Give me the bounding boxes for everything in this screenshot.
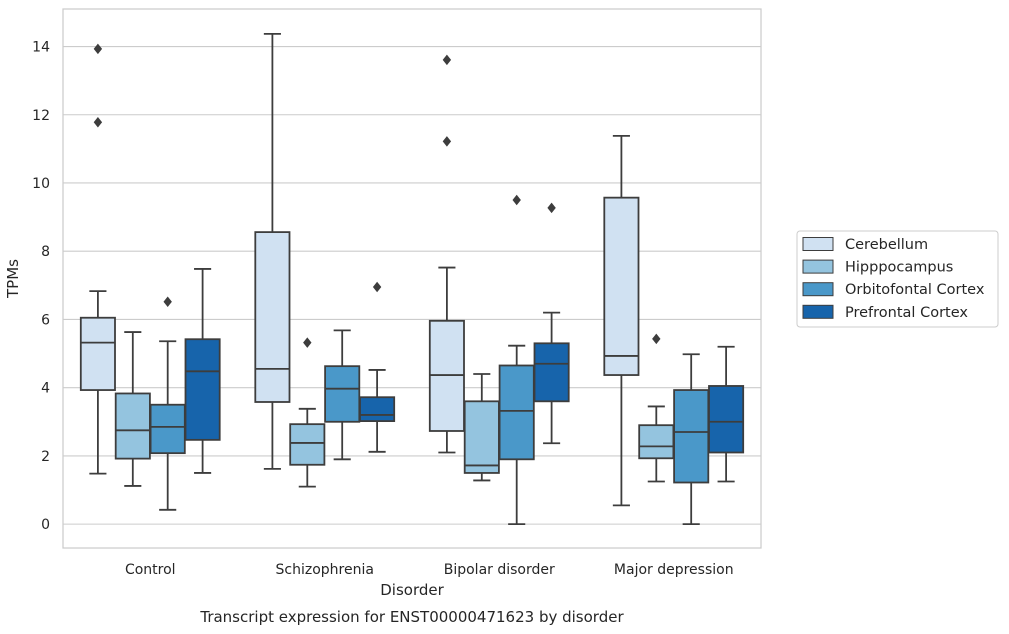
box-group — [638, 333, 675, 483]
legend-label: Orbitofontal Cortex — [845, 282, 985, 298]
outlier-point — [372, 281, 382, 293]
legend-swatch — [802, 304, 834, 319]
legend-label: Prefrontal Cortex — [845, 305, 968, 321]
outlier-point — [442, 54, 452, 66]
box-iqr — [708, 385, 745, 454]
y-tick-label: 2 — [41, 449, 50, 465]
legend-swatch — [802, 259, 834, 274]
box-group — [289, 337, 326, 488]
y-axis-ticks: 0 2 4 6 8 10 12 14 — [32, 40, 50, 534]
x-tick-label: Control — [125, 562, 176, 578]
x-axis-ticks: Control Schizophrenia Bipolar disorder Majo… — [125, 562, 734, 578]
box-group — [79, 43, 116, 475]
y-axis-label: TPMs — [4, 259, 22, 299]
x-tick-label: Schizophrenia — [276, 562, 374, 578]
box-group — [184, 268, 221, 474]
outlier-point — [163, 296, 172, 307]
box-group — [324, 329, 361, 461]
box-group — [428, 54, 465, 454]
box-group — [603, 135, 640, 507]
box-iqr — [638, 424, 675, 460]
outlier-point — [652, 333, 661, 345]
box-iqr — [603, 196, 640, 376]
box-iqr — [498, 364, 535, 461]
y-tick-label: 6 — [41, 312, 50, 328]
x-tick-label: Bipolar disorder — [444, 562, 555, 578]
box-group — [533, 202, 570, 445]
box-group — [463, 373, 500, 482]
box-iqr — [673, 389, 710, 484]
y-tick-label: 10 — [32, 176, 50, 192]
legend-label: Cerebellum — [845, 237, 928, 253]
box-group — [149, 296, 186, 511]
legend-swatch — [802, 282, 834, 297]
box-group — [673, 353, 710, 526]
chart-caption: Transcript expression for ENST0000047162… — [199, 608, 624, 626]
y-tick-label: 12 — [32, 108, 50, 124]
outlier-point — [547, 202, 556, 214]
outlier-point — [303, 337, 312, 348]
legend-label: Hipppocampus — [845, 260, 953, 276]
box-group — [359, 281, 396, 453]
box-iqr — [533, 342, 570, 403]
box-iqr — [359, 396, 396, 422]
x-tick-label: Major depression — [614, 562, 734, 578]
box-iqr — [289, 423, 326, 466]
y-tick-label: 14 — [32, 40, 50, 56]
y-tick-label: 4 — [41, 381, 50, 397]
y-tick-label: 0 — [41, 517, 50, 533]
x-axis-label: Disorder — [380, 581, 444, 599]
box-group — [708, 345, 745, 483]
box-groups — [79, 33, 745, 526]
box-iqr — [254, 231, 291, 403]
box-group — [254, 33, 291, 470]
box-iqr — [184, 338, 221, 441]
legend-swatch — [802, 237, 834, 251]
outlier-point — [442, 136, 452, 147]
box-group — [114, 331, 151, 487]
outlier-point — [93, 117, 103, 128]
box-iqr — [149, 403, 186, 455]
box-iqr — [114, 392, 151, 460]
y-tick-label: 8 — [41, 244, 50, 260]
grid-lines — [63, 45, 761, 525]
box-iqr — [79, 316, 116, 391]
plot-area — [62, 8, 762, 549]
outlier-point — [512, 194, 521, 206]
legend-frame — [796, 230, 999, 328]
box-iqr — [324, 365, 361, 423]
plot-frame — [62, 8, 762, 549]
box-group — [498, 194, 535, 526]
legend: Cerebellum Hipppocampus Orbitofontal Corte… — [796, 230, 999, 328]
outlier-point — [93, 43, 103, 55]
box-iqr — [463, 400, 500, 474]
